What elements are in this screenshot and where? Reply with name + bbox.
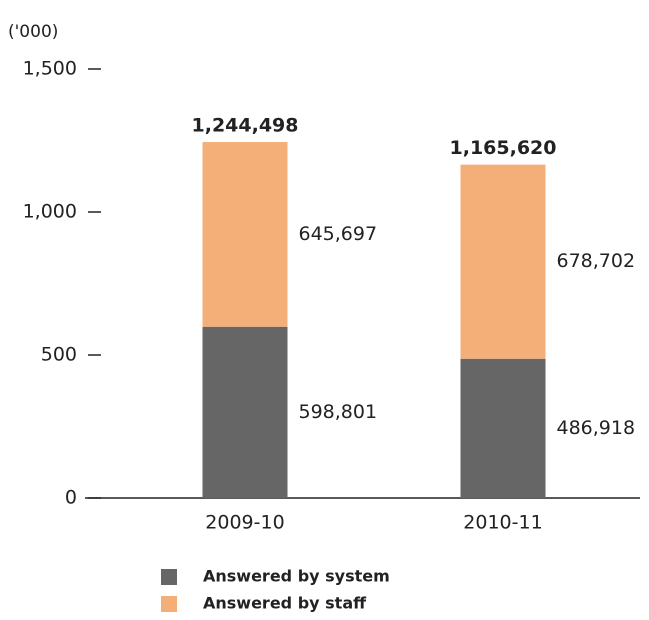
y-tick-label: 1,000 (23, 201, 77, 223)
value-label: 678,702 (557, 250, 636, 272)
legend-swatch (161, 569, 177, 585)
value-label: 598,801 (299, 401, 378, 423)
y-tick-label: 500 (41, 344, 77, 366)
value-label: 645,697 (299, 223, 378, 245)
x-tick-label: 2009-10 (205, 512, 284, 534)
x-tick-label: 2010-11 (463, 512, 542, 534)
legend-swatch (161, 596, 177, 612)
y-tick-label: 1,500 (23, 58, 77, 80)
legend-label: Answered by staff (203, 594, 367, 613)
value-label: 486,918 (557, 417, 636, 439)
bar-segment (202, 326, 288, 498)
bar-segment (460, 358, 546, 498)
total-label: 1,244,498 (192, 115, 299, 137)
y-tick-label: 0 (65, 487, 77, 509)
bar-segment (202, 142, 288, 327)
legend-label: Answered by system (203, 567, 390, 586)
total-label: 1,165,620 (450, 137, 557, 159)
bar-segment (460, 164, 546, 359)
y-unit: ('000) (8, 22, 58, 42)
